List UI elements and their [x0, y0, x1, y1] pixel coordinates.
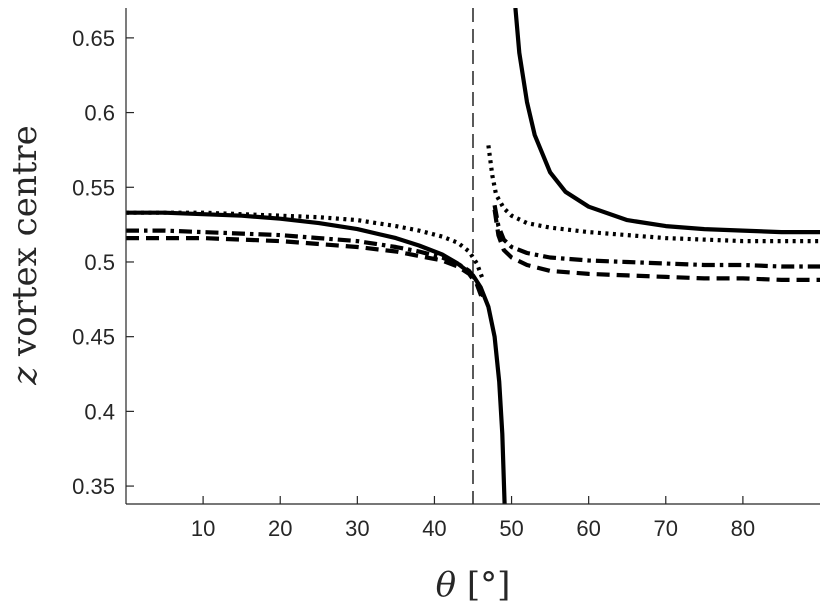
x-tick-label-50: 50 [499, 516, 523, 541]
y-tick-label-0.45: 0.45 [72, 325, 115, 350]
x-axis-title-var: θ [436, 565, 456, 605]
y-axis-title-rest: vortex centre [5, 125, 45, 367]
x-tick-label-40: 40 [422, 516, 446, 541]
series-dotted-segment-2 [486, 145, 820, 244]
x-tick-label-80: 80 [731, 516, 755, 541]
y-axis-title: z vortex centre [5, 125, 45, 386]
y-tick-label-0.35: 0.35 [72, 474, 115, 499]
x-tick-label-60: 60 [576, 516, 600, 541]
x-tick-label-10: 10 [191, 516, 215, 541]
series-dashdot-segment-1 [126, 228, 485, 298]
ticks-layer: 10 20 30 40 50 60 70 80 0.35 0.4 0.45 0.5 0.55 0.6 0.6… [72, 26, 755, 541]
y-axis-title-var: z [5, 366, 45, 386]
y-tick-label-0.4: 0.4 [84, 399, 115, 424]
x-axis-title: θ [°] [436, 565, 511, 605]
series-solid-segment-2 [513, 8, 820, 235]
x-tick-label-20: 20 [268, 516, 292, 541]
y-tick-label-0.65: 0.65 [72, 26, 115, 51]
x-axis-title-rest: [°] [456, 565, 510, 605]
y-tick-label-0.5: 0.5 [84, 250, 115, 275]
axes-layer [125, 8, 820, 505]
x-tick-label-30: 30 [345, 516, 369, 541]
series-solid-segment-1 [126, 210, 507, 504]
y-tick-label-0.55: 0.55 [72, 175, 115, 200]
x-tick-label-70: 70 [654, 516, 678, 541]
series-dashed-segment-2 [492, 209, 820, 282]
series-dotted-segment-1 [126, 210, 485, 281]
series-dashdot-segment-2 [492, 204, 820, 269]
y-tick-label-0.6: 0.6 [84, 101, 115, 126]
series-dashed-segment-1 [126, 236, 485, 302]
series-layer [126, 8, 820, 504]
